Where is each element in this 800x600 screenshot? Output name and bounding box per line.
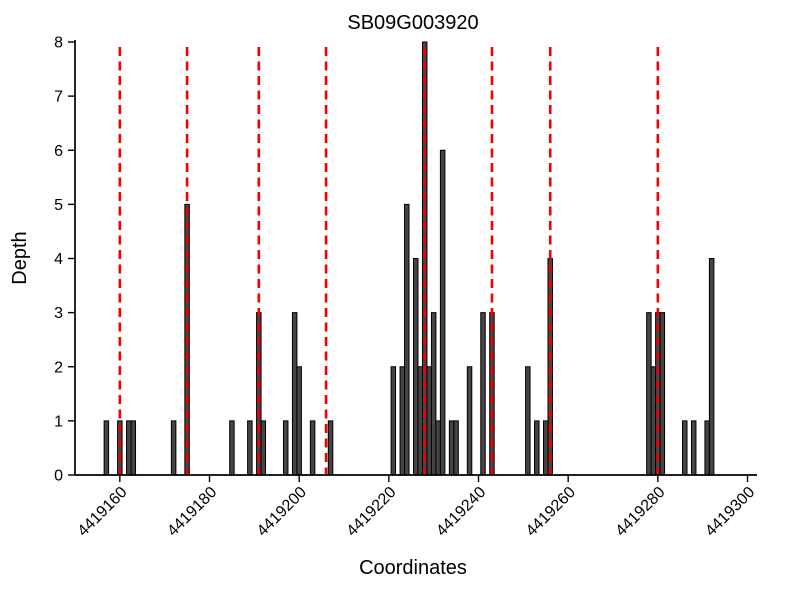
depth-bar (690, 420, 697, 476)
depth-bar (448, 420, 455, 476)
depth-bar (260, 420, 267, 476)
y-tick-label: 8 (54, 35, 63, 52)
depth-bar (426, 366, 432, 476)
depth-bar (309, 420, 316, 476)
y-tick-label: 7 (54, 89, 63, 106)
depth-bar (704, 420, 710, 476)
depth-bar (256, 312, 262, 476)
y-tick-label: 3 (54, 305, 63, 322)
plot-layer: 0 1 2 3 4 5 6 7 8 4419160 4419180 4419200 4419220 441… (54, 35, 758, 540)
depth-bar (708, 258, 715, 476)
depth-bar (282, 420, 289, 476)
x-tick-label: 4419180 (164, 484, 220, 540)
depth-bar (126, 420, 132, 476)
depth-bar (327, 420, 334, 476)
depth-bar (413, 258, 419, 476)
y-tick-label: 4 (54, 251, 63, 268)
depth-bar (404, 203, 410, 476)
x-tick-label: 4419260 (523, 484, 579, 540)
y-tick-label: 5 (54, 197, 63, 214)
depth-bar (291, 312, 298, 476)
depth-bar (390, 366, 397, 476)
depth-bar (655, 312, 661, 476)
depth-bar (439, 149, 446, 476)
depth-bar (296, 366, 302, 476)
depth-bar (489, 312, 495, 476)
depth-bar (430, 312, 437, 476)
depth-bar (399, 366, 406, 476)
x-tick-label: 4419300 (702, 484, 758, 540)
chart-title: SB09G003920 (347, 12, 478, 34)
x-tick-label: 4419240 (433, 484, 489, 540)
y-tick-label: 2 (54, 359, 63, 376)
depth-bar (453, 420, 459, 476)
y-tick-label: 1 (54, 413, 63, 430)
x-tick-label: 4419280 (613, 484, 669, 540)
y-tick-label: 6 (54, 143, 63, 160)
depth-bar (170, 420, 177, 476)
depth-bar (480, 312, 486, 476)
depth-bar (130, 420, 137, 476)
x-tick-label: 4419200 (254, 484, 310, 540)
x-tick-label: 4419160 (75, 484, 131, 540)
y-axis-label: Depth (9, 231, 31, 284)
x-axis-label: Coordinates (359, 557, 467, 579)
y-tick-label: 0 (54, 468, 63, 485)
depth-bar (543, 420, 549, 476)
depth-bar (229, 420, 235, 476)
depth-bar (646, 312, 652, 476)
depth-bar (650, 366, 657, 476)
depth-bar (682, 420, 688, 476)
depth-bar (417, 366, 423, 476)
x-tick-label: 4419220 (344, 484, 400, 540)
depth-bar (525, 366, 531, 476)
depth-bar (659, 312, 666, 476)
depth-bar (247, 420, 253, 476)
depth-bar (103, 420, 110, 476)
depth-bar (435, 420, 441, 476)
depth-bar (466, 366, 473, 476)
depth-bar (534, 420, 540, 476)
